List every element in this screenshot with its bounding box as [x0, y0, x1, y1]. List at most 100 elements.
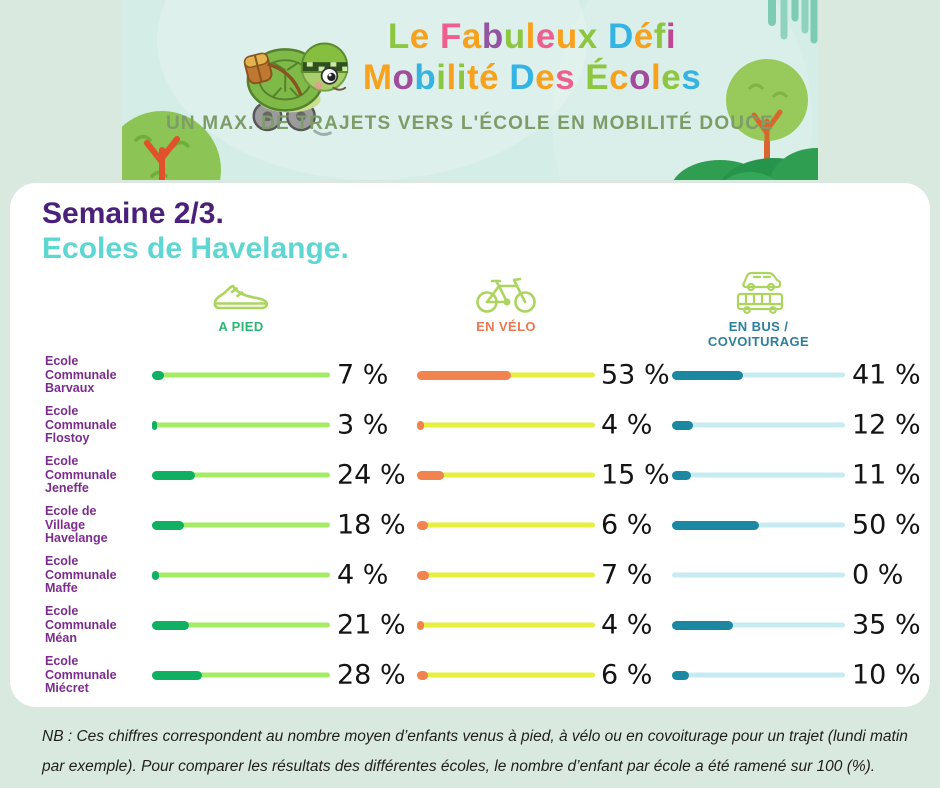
- bike-bar: [417, 370, 595, 380]
- school-label: Ecole Communale Maffe: [45, 553, 117, 595]
- swoosh-shape: [157, 0, 587, 180]
- school-label: Ecole de Village Havelange: [45, 503, 108, 545]
- banner-title-line1: Le Fabuleux Défi: [387, 17, 677, 56]
- bus-bar: [672, 420, 845, 430]
- bus-value: 12 %: [852, 409, 921, 441]
- bus-column-label-line2: COVOITURAGE: [707, 334, 810, 349]
- table-row: Ecole Communale Jeneffe 24 % 15 % 11 %: [45, 450, 930, 500]
- bus-icon: [736, 292, 783, 314]
- bike-bar-fill: [417, 570, 430, 580]
- bus-bar: [672, 572, 845, 578]
- bike-bar: [417, 520, 595, 530]
- bike-bar-fill: [417, 370, 512, 380]
- bike-value: 4 %: [601, 409, 653, 441]
- footnote: NB : Ces chiffres correspondent au nombr…: [42, 728, 908, 776]
- school-label: Ecole Communale Jeneffe: [45, 453, 117, 495]
- bus-bar: [672, 670, 845, 680]
- bus-value: 41 %: [852, 359, 921, 391]
- bicycle-icon: [417, 275, 595, 315]
- walk-bar: [152, 670, 330, 680]
- table-row: Ecole Communale Méan 21 % 4 % 35 %: [45, 600, 930, 650]
- bike-bar-fill: [417, 470, 444, 480]
- walk-bar: [152, 370, 330, 380]
- walk-bar-fill: [152, 370, 165, 380]
- rows: Ecole Communale Barvaux 7 % 53 % 41 % Ecol…: [45, 350, 930, 700]
- table-row: Ecole Communale Maffe 4 % 7 % 0 %: [45, 550, 930, 600]
- bike-value: 7 %: [601, 559, 653, 591]
- bus-bar-fill: [672, 470, 692, 480]
- banner-subtitle: UN MAX. DE TRAJETS VERS L'ÉCOLE EN MOBIL…: [165, 113, 775, 134]
- bus-bar: [672, 470, 845, 480]
- school-label: Ecole Communale Miécret: [45, 653, 117, 695]
- bus-value: 11 %: [852, 459, 921, 491]
- walk-value: 28 %: [337, 659, 406, 691]
- bike-bar: [417, 470, 595, 480]
- bike-bar-fill: [417, 670, 428, 680]
- bike-value: 6 %: [601, 509, 653, 541]
- banner-background-decor: [122, 0, 818, 180]
- walk-value: 21 %: [337, 609, 406, 641]
- table-row: Ecole Communale Barvaux 7 % 53 % 41 %: [45, 350, 930, 400]
- bus-column-label-line1: EN BUS /: [728, 319, 789, 334]
- bike-bar: [417, 670, 595, 680]
- bike-bar-fill: [417, 520, 428, 530]
- bus-bar-fill: [672, 620, 733, 630]
- bike-value: 4 %: [601, 609, 653, 641]
- bush-icon-right: [673, 148, 818, 180]
- table-row: Ecole Communale Flostoy 3 % 4 % 12 %: [45, 400, 930, 450]
- bike-value: 6 %: [601, 659, 653, 691]
- walk-bar: [152, 570, 330, 580]
- week-heading: Semaine 2/3.: [42, 197, 224, 230]
- school-label: Ecole Communale Barvaux: [45, 353, 117, 395]
- walk-bar-fill: [152, 670, 202, 680]
- chart-card: Semaine 2/3. Ecoles de Havelange. A PIED: [10, 183, 930, 707]
- bus-value: 0 %: [852, 559, 904, 591]
- column-headers: A PIED EN VÉLO: [45, 271, 930, 351]
- table-row: Ecole Communale Miécret 28 % 6 % 10 %: [45, 650, 930, 700]
- walk-column-label: A PIED: [218, 319, 264, 334]
- walk-bar-fill: [152, 420, 158, 430]
- banner-title-line2: Mobilité Des Écoles: [362, 58, 702, 97]
- walk-value: 24 %: [337, 459, 406, 491]
- bike-value: 53 %: [601, 359, 670, 391]
- walk-bar: [152, 470, 330, 480]
- bus-bar: [672, 620, 845, 630]
- school-label: Ecole Communale Méan: [45, 603, 117, 645]
- school-group-heading: Ecoles de Havelange.: [42, 232, 349, 265]
- bike-bar: [417, 420, 595, 430]
- bus-value: 35 %: [852, 609, 921, 641]
- walk-value: 4 %: [337, 559, 389, 591]
- bus-bar: [672, 370, 845, 380]
- walk-value: 18 %: [337, 509, 406, 541]
- walk-bar-fill: [152, 470, 195, 480]
- walk-value: 3 %: [337, 409, 389, 441]
- bike-bar: [417, 620, 595, 630]
- sneaker-icon: [152, 275, 330, 315]
- header-banner: Le Fabuleux Défi Mobilité Des Écoles UN …: [122, 0, 818, 180]
- bus-bar-fill: [672, 370, 743, 380]
- bus-value: 50 %: [852, 509, 921, 541]
- bus-bar: [672, 520, 845, 530]
- tree-icon-right: [726, 59, 808, 161]
- bus-value: 10 %: [852, 659, 921, 691]
- banner-title: Le Fabuleux Défi Mobilité Des Écoles: [302, 16, 762, 98]
- walk-bar-fill: [152, 570, 160, 580]
- turtle-mascot-icon: [243, 42, 349, 137]
- bike-column-label: EN VÉLO: [476, 319, 536, 334]
- bike-bar: [417, 570, 595, 580]
- bike-bar-fill: [417, 620, 425, 630]
- table-row: Ecole de Village Havelange 18 % 6 % 50 %: [45, 500, 930, 550]
- tree-icon-left: [122, 111, 221, 180]
- bus-carpool-icon: [672, 271, 845, 315]
- walk-value: 7 %: [337, 359, 389, 391]
- bike-value: 15 %: [601, 459, 670, 491]
- car-icon: [741, 271, 781, 292]
- bus-bar-fill: [672, 420, 693, 430]
- walk-bar: [152, 620, 330, 630]
- bus-column-label: EN BUS / COVOITURAGE: [672, 319, 845, 349]
- walk-bar-fill: [152, 520, 185, 530]
- column-header-bike: EN VÉLO: [417, 275, 595, 334]
- column-header-walk: A PIED: [152, 275, 330, 334]
- bus-bar-fill: [672, 520, 759, 530]
